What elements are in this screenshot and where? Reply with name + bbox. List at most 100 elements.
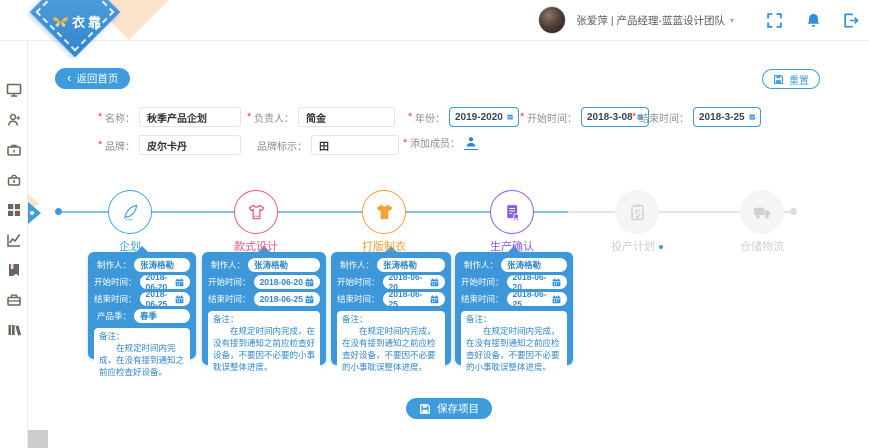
timeline-step-1[interactable] xyxy=(108,190,152,234)
card-field: 制作人： 张涛格勒 xyxy=(208,258,320,272)
form-field: * 结束时间： 2018-3-25 xyxy=(632,107,761,127)
card-field-input[interactable]: 张涛格勒 xyxy=(248,258,320,272)
card-field-input[interactable]: 春季 xyxy=(134,309,190,323)
back-home-button[interactable]: ‹ 返回首页 xyxy=(55,68,131,89)
form-field: * 负责人： xyxy=(247,107,395,127)
logout-icon[interactable] xyxy=(842,12,859,29)
app-logo[interactable]: 衣靠 xyxy=(52,12,104,31)
card-field-label: 结束时间： xyxy=(461,294,504,304)
horizontal-scrollbar-thumb[interactable] xyxy=(28,430,48,448)
card-field: 结束时间： 2018-06-25 xyxy=(94,292,190,306)
card-field-label: 产品季： xyxy=(96,311,131,321)
date-input[interactable]: 2018-3-08 xyxy=(581,107,649,127)
stage-card-4: 制作人： 张涛格勒 开始时间： 2018-06-20 结束时间： 2018-06-25 备注… xyxy=(455,246,573,378)
add-member-link[interactable] xyxy=(464,136,478,150)
required-asterisk: * xyxy=(98,139,103,151)
card-note-label: 备注： xyxy=(342,314,368,324)
line-chart-icon xyxy=(6,232,22,248)
sidebar-item-add-user[interactable] xyxy=(6,112,22,127)
tshirt-filled-icon xyxy=(374,202,395,223)
feather-icon xyxy=(120,202,141,223)
text-input[interactable] xyxy=(139,107,241,127)
library-icon xyxy=(6,322,22,338)
timeline-step-2[interactable] xyxy=(234,190,278,234)
calendar-icon xyxy=(552,278,561,287)
card-field-input[interactable]: 2018-06-20 xyxy=(382,275,445,289)
field-label: 开始时间： xyxy=(527,113,577,125)
timeline-step-label: 仓储物流 xyxy=(740,241,784,253)
card-field-input[interactable]: 2018-06-20 xyxy=(139,275,190,289)
user-menu[interactable]: 张爱萍 | 产品经理-蓝蓝设计团队 ▾ xyxy=(576,13,734,28)
sidebar-item-toolbox[interactable] xyxy=(6,292,22,307)
sidebar-item-products[interactable] xyxy=(6,172,22,187)
timeline-step-4[interactable] xyxy=(490,190,534,234)
timeline-step-5[interactable] xyxy=(615,190,659,234)
sidebar-item-library[interactable] xyxy=(6,322,22,337)
card-field-label: 制作人： xyxy=(463,260,498,270)
form-field: * 开始时间： 2018-3-08 xyxy=(520,107,649,127)
sidebar-item-dashboard[interactable] xyxy=(6,82,22,97)
card-field-label: 开始时间： xyxy=(337,277,380,287)
date-input[interactable]: 2019-2020 xyxy=(449,107,519,127)
card-field-input[interactable]: 2018-06-25 xyxy=(253,292,320,306)
sidebar-item-apps[interactable] xyxy=(6,202,22,217)
form-field: * 名称： xyxy=(98,107,241,127)
required-asterisk: * xyxy=(247,111,252,123)
calendar-icon xyxy=(552,295,561,304)
card-field-label: 制作人： xyxy=(210,260,245,270)
timeline-step-6[interactable] xyxy=(740,190,784,234)
briefcase-icon xyxy=(6,142,22,158)
fullscreen-icon[interactable] xyxy=(766,12,783,29)
text-input[interactable] xyxy=(298,107,395,127)
card-field-input[interactable]: 2018-06-25 xyxy=(139,292,190,306)
stage-card-1: 制作人： 张涛格勒 开始时间： 2018-06-20 结束时间： 2018-06-25 产品… xyxy=(88,246,196,383)
stage-card-3: 制作人： 张涛格勒 开始时间： 2018-06-20 结束时间： 2018-06-25 备注… xyxy=(331,246,451,378)
card-field-label: 结束时间： xyxy=(208,294,251,304)
sidebar-expand-arrow[interactable] xyxy=(28,202,41,224)
card-field-value: 2018-06-20 xyxy=(388,275,423,289)
save-project-button[interactable]: 保存项目 xyxy=(406,398,492,419)
toolbox-icon xyxy=(6,292,22,308)
card-field-input[interactable]: 2018-06-25 xyxy=(506,292,567,306)
card-field-input[interactable]: 2018-06-20 xyxy=(506,275,567,289)
sidebar-item-reports[interactable] xyxy=(6,232,22,247)
card-field: 开始时间： 2018-06-20 xyxy=(461,275,567,289)
monitor-icon xyxy=(6,82,22,98)
calendar-icon xyxy=(430,295,439,304)
card-note-label: 备注： xyxy=(99,331,125,341)
field-label: 年份： xyxy=(415,113,445,125)
bookmark-icon xyxy=(6,262,22,278)
card-field-input[interactable]: 张涛格勒 xyxy=(501,258,567,272)
card-field: 开始时间： 2018-06-20 xyxy=(208,275,320,289)
timeline-start-dot xyxy=(55,208,62,215)
form-field: 品牌标示： xyxy=(250,135,399,155)
date-input[interactable]: 2018-3-25 xyxy=(693,107,761,127)
timeline-step-label: 生产确认 xyxy=(490,241,534,253)
card-field: 制作人： 张涛格勒 xyxy=(337,258,445,272)
reset-button[interactable]: 重置 xyxy=(762,69,820,89)
timeline: 企划 款式设计 打版制衣 生产确认 投产计划 仓储物流 xyxy=(28,190,869,253)
timeline-step-3[interactable] xyxy=(362,190,406,234)
apps-grid-icon xyxy=(6,202,22,218)
timeline-line-active xyxy=(61,211,568,213)
card-field-label: 结束时间： xyxy=(94,294,137,304)
card-field-input[interactable]: 张涛格勒 xyxy=(377,258,445,272)
timeline-step-label: 打版制衣 xyxy=(362,241,406,253)
text-input[interactable] xyxy=(311,135,399,155)
back-home-label: 返回首页 xyxy=(76,73,119,85)
card-field-value: 2018-06-20 xyxy=(512,275,547,289)
card-field-input[interactable]: 2018-06-25 xyxy=(382,292,445,306)
sidebar-item-bookmarks[interactable] xyxy=(6,262,22,277)
card-field-input[interactable]: 张涛格勒 xyxy=(134,258,190,272)
sidebar-item-projects[interactable] xyxy=(6,142,22,157)
card-field: 开始时间： 2018-06-20 xyxy=(337,275,445,289)
text-input[interactable] xyxy=(139,135,241,155)
calendar-icon xyxy=(305,295,314,304)
timeline-end-dot xyxy=(790,208,797,215)
card-field-input[interactable]: 2018-06-20 xyxy=(253,275,320,289)
form-field: * 品牌： xyxy=(98,135,241,155)
field-label: 名称： xyxy=(105,113,135,125)
user-avatar[interactable] xyxy=(538,6,567,34)
bell-icon[interactable] xyxy=(805,12,822,29)
card-field-value: 2018-06-25 xyxy=(259,294,303,304)
